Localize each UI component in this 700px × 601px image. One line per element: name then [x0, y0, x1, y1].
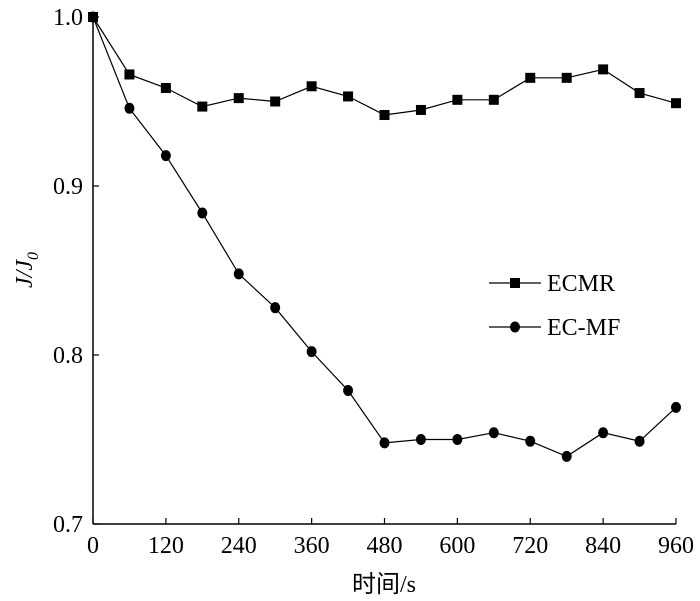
data-point-ecmr: [561, 72, 572, 83]
data-point-ec-mf: [561, 450, 572, 462]
legend-item-ec-mf: EC-MF: [489, 315, 620, 341]
data-point-ecmr: [197, 101, 208, 112]
data-point-ec-mf: [379, 437, 390, 449]
y-tick-label: 1.0: [53, 5, 83, 31]
svg-text:J/J0: J/J0: [12, 252, 42, 288]
data-point-ec-mf: [415, 434, 426, 445]
x-tick-label: 600: [439, 533, 475, 559]
y-axis-title: J/J0: [12, 252, 42, 288]
x-tick-label: 480: [367, 533, 403, 559]
data-point-ec-mf: [160, 150, 171, 162]
data-point-ec-mf: [306, 346, 317, 358]
data-point-ecmr: [270, 96, 281, 107]
series-ecmr: [88, 12, 681, 121]
x-axis-ticks: 0 120 240 360 480 600 720 840 960: [87, 518, 694, 559]
data-point-ecmr: [160, 82, 171, 93]
series-layer: [88, 11, 681, 462]
data-point-ecmr: [598, 64, 609, 75]
data-point-ecmr: [343, 91, 354, 102]
x-tick-label: 960: [658, 533, 694, 559]
data-point-ecmr: [525, 72, 536, 83]
data-point-ecmr: [671, 98, 681, 109]
y-tick-label: 0.7: [53, 512, 83, 538]
y-tick-label: 0.9: [53, 174, 83, 200]
x-tick-label: 0: [87, 533, 99, 559]
data-point-ecmr: [634, 88, 645, 99]
legend-marker-ec-mf: [510, 321, 520, 333]
data-point-ec-mf: [634, 435, 645, 447]
data-point-ecmr: [306, 81, 317, 92]
series-line-ecmr: [92, 16, 677, 116]
y-axis-title-subscript: 0: [25, 252, 42, 260]
y-axis-ticks: 0.7 0.8 0.9 1.0: [53, 5, 99, 538]
data-point-ecmr: [124, 69, 135, 80]
y-axis-title-main: J/J: [12, 259, 38, 288]
data-point-ec-mf: [88, 11, 98, 23]
data-point-ec-mf: [598, 427, 609, 439]
x-tick-label: 360: [294, 533, 330, 559]
data-point-ecmr: [452, 94, 463, 105]
x-tick-label: 240: [221, 533, 257, 559]
x-tick-label: 720: [512, 533, 548, 559]
legend: ECMR EC-MF: [489, 271, 620, 341]
data-point-ec-mf: [488, 427, 499, 439]
data-point-ec-mf: [233, 268, 244, 280]
legend-label-ecmr: ECMR: [547, 271, 615, 297]
data-point-ec-mf: [343, 384, 354, 396]
data-point-ec-mf: [452, 434, 463, 445]
x-axis-title: 时间/s: [352, 571, 416, 598]
data-point-ec-mf: [525, 435, 536, 447]
data-point-ecmr: [379, 110, 390, 121]
data-point-ec-mf: [270, 302, 281, 314]
legend-label-ec-mf: EC-MF: [547, 315, 620, 341]
series-ec-mf: [88, 11, 681, 462]
data-point-ec-mf: [124, 102, 135, 114]
series-line-ec-mf: [92, 16, 677, 458]
data-point-ecmr: [233, 93, 244, 104]
data-point-ecmr: [488, 94, 499, 105]
legend-marker-ecmr: [510, 278, 520, 288]
x-tick-label: 120: [148, 533, 184, 559]
data-point-ecmr: [415, 104, 426, 115]
y-tick-label: 0.8: [53, 343, 83, 369]
x-tick-label: 840: [585, 533, 621, 559]
data-point-ec-mf: [671, 401, 681, 413]
data-point-ec-mf: [197, 207, 208, 219]
legend-item-ecmr: ECMR: [489, 271, 615, 297]
